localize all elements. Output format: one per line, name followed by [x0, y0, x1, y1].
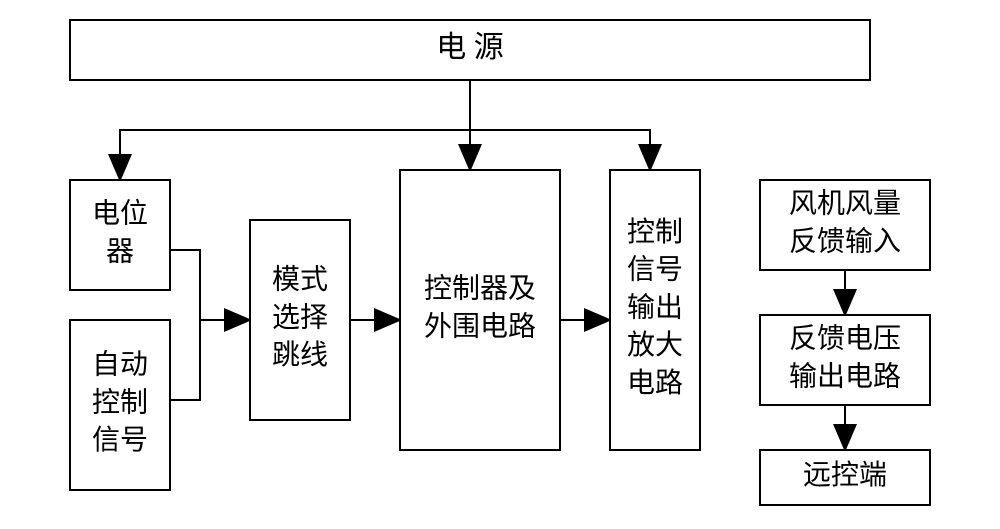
node-amp: 控制信号输出放大电路: [610, 170, 700, 450]
node-amp-label-line-4: 电路: [627, 367, 683, 399]
node-potentiometer: 电位器: [70, 180, 170, 290]
node-power-label-line-0: 电 源: [436, 31, 504, 64]
node-controller: 控制器及外围电路: [400, 170, 560, 450]
node-fb-voltage-label-line-0: 反馈电压: [789, 323, 901, 355]
node-auto-signal: 自动控制信号: [70, 320, 170, 490]
edge-power-bus-to-amp: [470, 130, 650, 170]
node-amp-label-line-0: 控制: [627, 216, 683, 248]
node-fb-voltage-label-line-1: 输出电路: [789, 360, 901, 392]
node-amp-label-line-2: 输出: [627, 291, 683, 323]
node-mode-jumper-label-line-2: 跳线: [272, 339, 328, 371]
node-fb-voltage: 反馈电压输出电路: [760, 315, 930, 405]
node-potentiometer-label-line-0: 电位: [92, 198, 148, 230]
node-amp-label-line-3: 放大: [627, 329, 683, 361]
edge-power-bus-to-potentiometer: [120, 80, 470, 180]
node-remote: 远控端: [760, 450, 930, 505]
node-auto-signal-label-line-2: 信号: [92, 424, 148, 456]
node-mode-jumper-label-line-0: 模式: [272, 264, 328, 296]
node-fan-feedback-label-line-1: 反馈输入: [789, 225, 901, 257]
node-controller-label-line-1: 外围电路: [424, 310, 536, 342]
node-power: 电 源: [70, 20, 870, 80]
edge-auto-signal-to-merge: [170, 320, 200, 400]
node-controller-label-line-0: 控制器及: [424, 273, 536, 305]
node-auto-signal-label-line-0: 自动: [92, 349, 148, 381]
node-mode-jumper: 模式选择跳线: [250, 220, 350, 420]
node-remote-label-line-0: 远控端: [803, 459, 887, 491]
edge-potentiometer-to-merge: [170, 250, 200, 320]
node-mode-jumper-label-line-1: 选择: [272, 301, 328, 333]
node-auto-signal-label-line-1: 控制: [92, 386, 148, 418]
node-fan-feedback-label-line-0: 风机风量: [789, 188, 901, 220]
node-fan-feedback: 风机风量反馈输入: [760, 180, 930, 270]
node-amp-label-line-1: 信号: [627, 254, 683, 286]
node-potentiometer-label-line-1: 器: [106, 236, 134, 267]
